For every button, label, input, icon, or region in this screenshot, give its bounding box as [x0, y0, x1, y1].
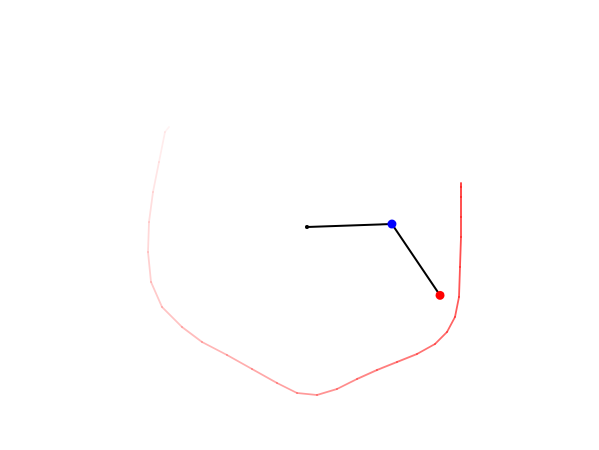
trail-segment — [296, 392, 318, 396]
trail-segment — [150, 281, 163, 308]
lower-arm — [390, 223, 442, 297]
trail-segment — [459, 236, 462, 268]
pivot-point — [305, 225, 309, 229]
trail-segment — [147, 251, 152, 283]
trail-segment — [147, 221, 150, 253]
lower-bob — [435, 290, 445, 300]
trail-segment — [152, 161, 160, 193]
trail-segment — [276, 382, 298, 394]
trail-segment — [396, 353, 418, 363]
trail-segment — [356, 369, 378, 380]
trail-segment — [251, 368, 278, 384]
trail-segment — [181, 326, 203, 343]
trail-segment — [201, 341, 228, 356]
upper-arm — [306, 223, 393, 228]
trail-segment — [161, 306, 183, 328]
trail-segment — [416, 343, 436, 355]
trail-segment — [226, 354, 253, 370]
trail-segment — [454, 296, 460, 318]
trail-segment — [376, 361, 398, 371]
trail-segment — [158, 131, 166, 163]
trail — [147, 126, 462, 396]
trail-segment — [458, 266, 461, 298]
trail-segment — [336, 378, 358, 390]
trail-segment — [434, 331, 448, 345]
trail-segment — [316, 388, 338, 396]
trail-segment — [164, 126, 170, 133]
trail-segment — [446, 316, 456, 333]
trail-segment — [148, 191, 154, 223]
upper-bob — [387, 219, 397, 229]
